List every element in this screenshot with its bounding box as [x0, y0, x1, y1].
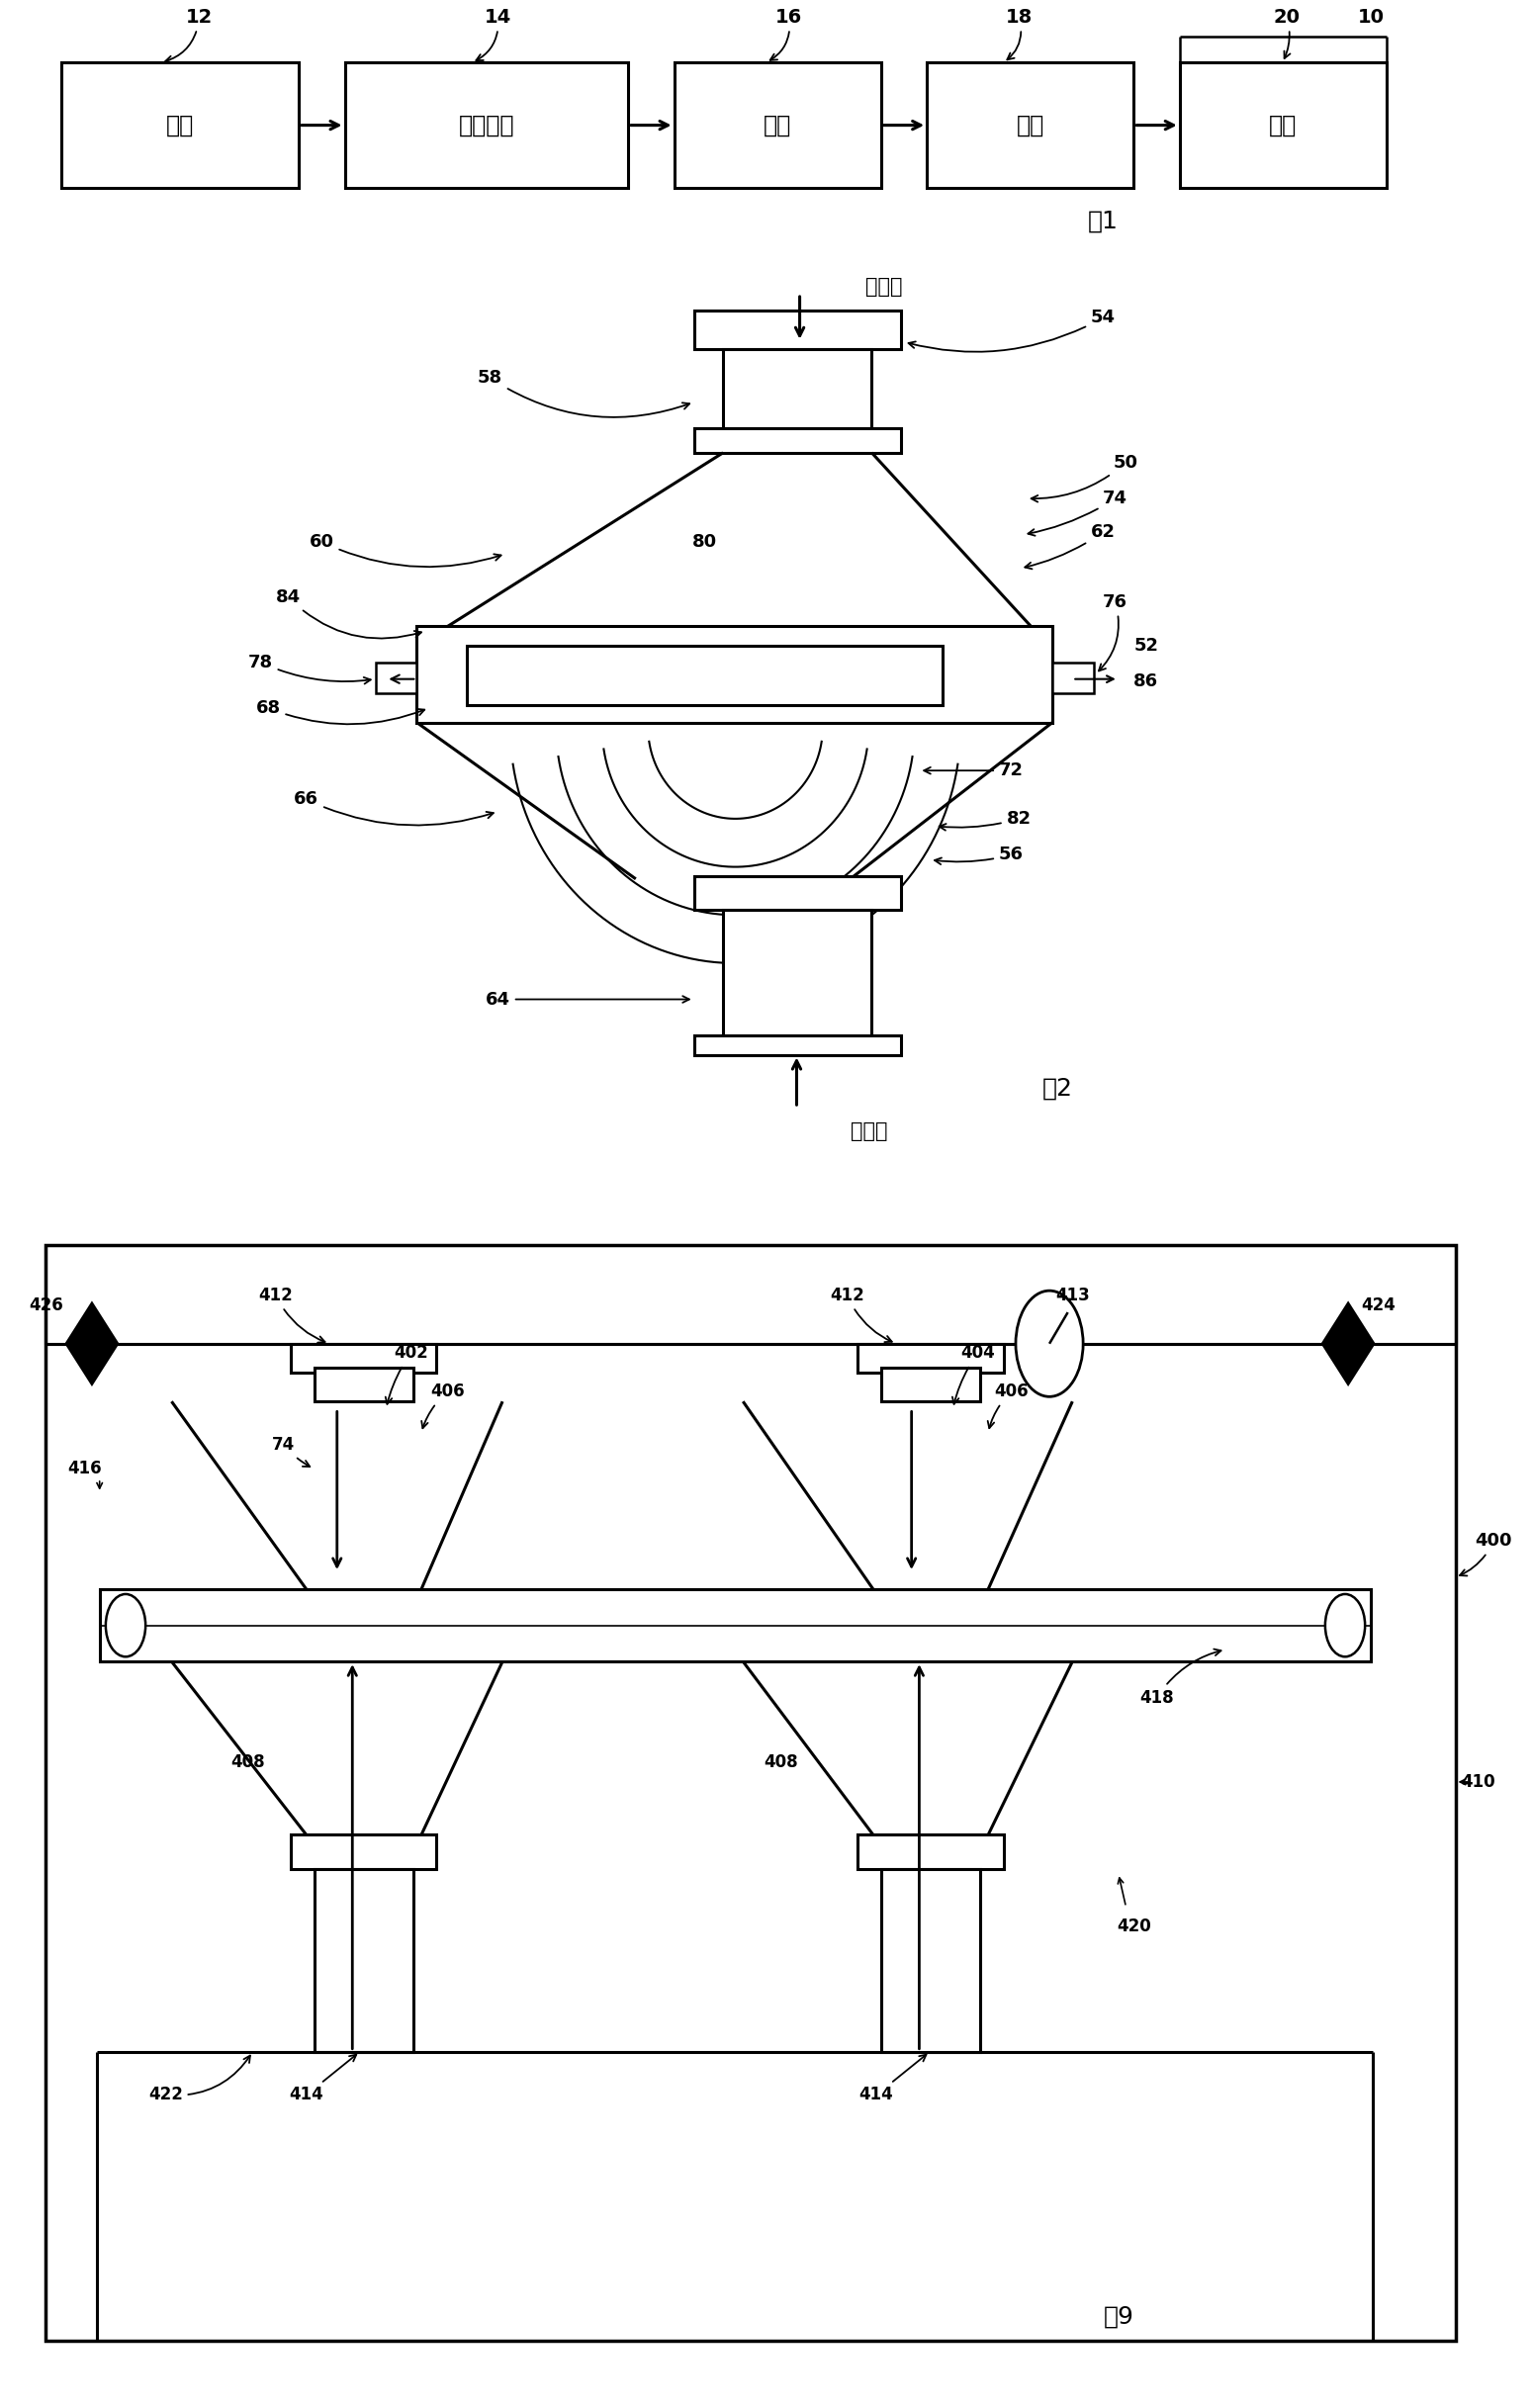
Text: 402: 402 [386, 1344, 427, 1404]
Text: 20: 20 [1273, 7, 1301, 58]
Bar [417, 626, 1052, 722]
Text: 来自源: 来自源 [850, 1122, 887, 1141]
Text: 74: 74 [1028, 489, 1128, 535]
Text: 408: 408 [764, 1753, 798, 1772]
Bar [314, 1368, 414, 1401]
Circle shape [106, 1594, 146, 1657]
Text: 406: 406 [988, 1382, 1028, 1428]
Text: 62: 62 [1025, 523, 1115, 568]
Text: 414: 414 [859, 2054, 927, 2105]
Bar [723, 910, 872, 1040]
Circle shape [1325, 1594, 1365, 1657]
Text: 400: 400 [1460, 1531, 1512, 1575]
Text: 412: 412 [830, 1286, 892, 1341]
Text: 18: 18 [1005, 7, 1033, 60]
Text: 418: 418 [1140, 1649, 1221, 1707]
Text: 404: 404 [953, 1344, 994, 1404]
Bar [1052, 662, 1094, 694]
Text: 预热: 预热 [165, 113, 195, 137]
Text: 86: 86 [1134, 672, 1158, 691]
Text: 图2: 图2 [1042, 1076, 1072, 1100]
Text: 426: 426 [29, 1296, 63, 1315]
Text: 54: 54 [908, 308, 1115, 352]
Bar [694, 1035, 901, 1055]
Text: 微波加热: 微波加热 [458, 113, 515, 137]
Text: 12: 12 [165, 7, 213, 63]
Bar [674, 63, 881, 188]
Text: 80: 80 [692, 532, 717, 551]
Bar [100, 1589, 1371, 1662]
Text: 414: 414 [290, 2054, 357, 2105]
Text: 416: 416 [67, 1459, 101, 1479]
Bar [694, 429, 901, 453]
Text: 出料: 出料 [1268, 113, 1298, 137]
Text: 58: 58 [478, 368, 689, 417]
Bar [858, 1344, 1003, 1373]
Text: 保温: 保温 [763, 113, 792, 137]
Bar [694, 877, 901, 910]
Text: 64: 64 [486, 990, 689, 1009]
Bar [927, 63, 1134, 188]
Bar [46, 1245, 1455, 2341]
Text: 406: 406 [421, 1382, 464, 1428]
Text: 来自源: 来自源 [866, 277, 902, 296]
Bar [723, 349, 872, 433]
Text: 52: 52 [1134, 636, 1158, 655]
Text: 10: 10 [1357, 7, 1385, 26]
Text: 82: 82 [939, 809, 1031, 831]
Bar [345, 63, 628, 188]
Bar [881, 1368, 980, 1401]
Text: 14: 14 [476, 7, 512, 60]
Bar [375, 662, 417, 694]
Text: 50: 50 [1031, 453, 1138, 501]
Text: 422: 422 [149, 2056, 250, 2105]
Bar [314, 1869, 414, 2052]
Bar [881, 1869, 980, 2052]
Text: 420: 420 [1117, 1917, 1151, 1936]
Text: 413: 413 [1056, 1286, 1089, 1305]
Text: 16: 16 [771, 7, 803, 60]
Text: 图9: 图9 [1103, 2304, 1134, 2329]
Bar [467, 645, 942, 706]
Bar [858, 1835, 1003, 1869]
Text: 84: 84 [276, 588, 421, 638]
Bar [694, 311, 901, 349]
Text: 56: 56 [935, 845, 1023, 864]
Text: 66: 66 [294, 790, 493, 826]
Circle shape [1016, 1291, 1083, 1397]
Text: 74: 74 [271, 1435, 309, 1466]
Text: 冷却: 冷却 [1016, 113, 1045, 137]
Bar [1180, 63, 1386, 188]
Bar [61, 63, 299, 188]
Polygon shape [1322, 1303, 1374, 1385]
Bar [291, 1835, 437, 1869]
Polygon shape [66, 1303, 118, 1385]
Text: 408: 408 [231, 1753, 265, 1772]
Text: 76: 76 [1098, 592, 1128, 672]
Text: 410: 410 [1462, 1772, 1495, 1792]
Text: 424: 424 [1362, 1296, 1396, 1315]
Text: 图1: 图1 [1088, 209, 1118, 234]
Text: 78: 78 [248, 653, 371, 684]
Bar [291, 1344, 437, 1373]
Text: 72: 72 [924, 761, 1023, 780]
Text: 412: 412 [259, 1286, 325, 1344]
Text: 60: 60 [309, 532, 501, 566]
Text: 68: 68 [256, 698, 424, 725]
